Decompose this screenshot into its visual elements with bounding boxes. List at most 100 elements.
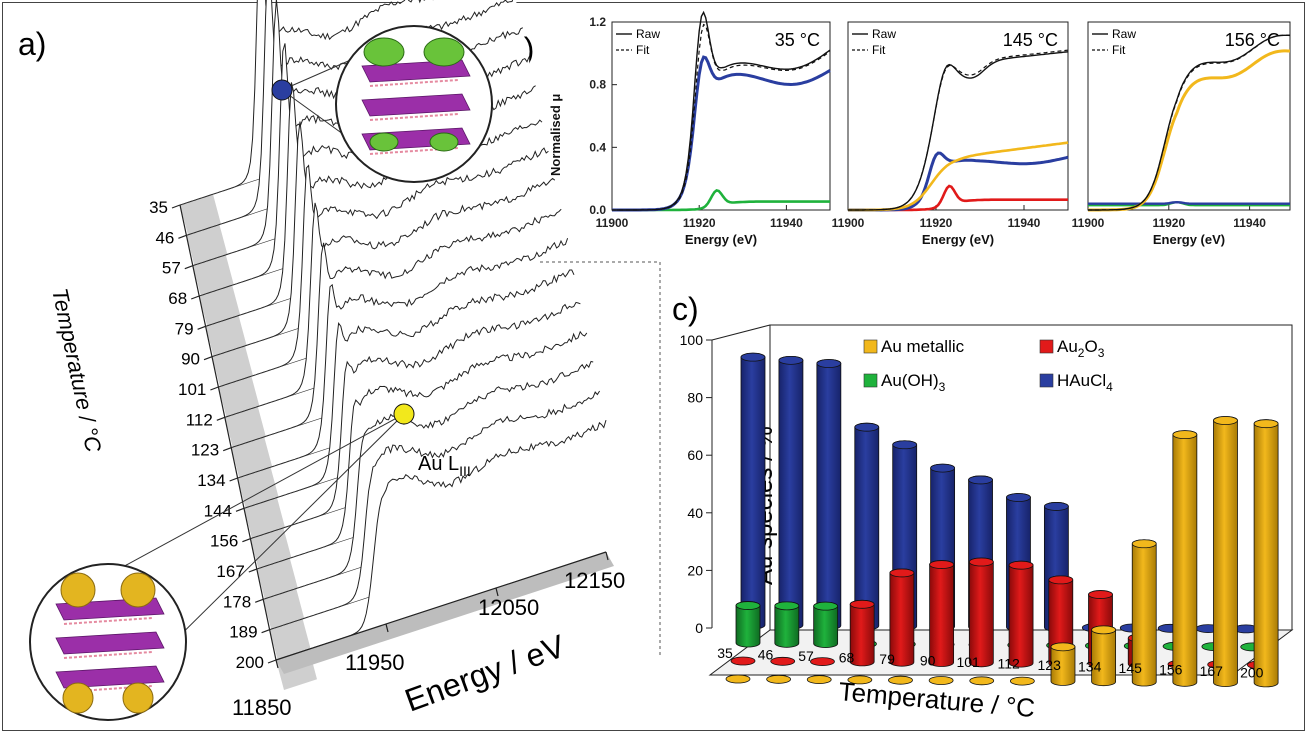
x-tick-label: 11920 [683, 216, 716, 230]
bar-au2o3-35 [730, 656, 756, 666]
category-label: 90 [920, 653, 936, 669]
bar-au2o3-46 [770, 656, 796, 666]
category-label: 112 [997, 656, 1020, 672]
temperature-tick-label: 156 [210, 532, 238, 551]
waterfall-base-face [269, 618, 311, 660]
bar-cylinder-body [740, 352, 766, 630]
x-tick-label: 11900 [596, 216, 629, 230]
yellow-marker-dot [393, 403, 415, 425]
legend-swatch [863, 373, 878, 388]
fit-spectrum [612, 23, 831, 211]
temperature-tick [210, 386, 219, 391]
bar-cylinder-body [854, 422, 880, 631]
energy-tick [385, 623, 389, 633]
y-tick-label: 0.0 [589, 203, 606, 217]
legend-label-sub: 2 [1078, 346, 1085, 360]
panel-c-bars: 020406080100Au species / %35465768799010… [680, 324, 1294, 723]
bar-zero-disc [810, 657, 835, 666]
bar-haucl4-35 [740, 352, 766, 630]
category-label: 145 [1119, 660, 1143, 676]
temperature-tick [197, 325, 206, 330]
bar-aumetallic-79 [888, 675, 913, 685]
legend-label-tail: O [1084, 337, 1097, 356]
bar-zero-disc [725, 674, 751, 684]
bar-zero-disc [730, 656, 756, 666]
bar-cylinder-top [1008, 560, 1034, 570]
legend-raw-label: Raw [872, 27, 896, 41]
waterfall-base-face [244, 497, 285, 539]
legend-label-sub: 4 [1106, 380, 1113, 394]
bar-cylinder-top [1050, 642, 1076, 652]
bar-cylinder-top [930, 463, 956, 473]
bar-zero-disc [847, 675, 873, 685]
waterfall-base-face [180, 194, 221, 235]
panel-label-a: a) [18, 26, 46, 62]
bar-haucl4-46 [778, 355, 804, 630]
waterfall-base-face [263, 588, 305, 630]
cluster [429, 132, 459, 152]
bar-aumetallic-35 [725, 674, 751, 684]
panel-b-xanes: 11900 11920 11940 Energy (eV) 35 °C Raw Fit 119… [548, 10, 1291, 247]
bar-cylinder-top [849, 599, 875, 609]
bar-aumetallic-101 [969, 676, 995, 686]
bar-cylinder-body [1091, 625, 1117, 687]
category-label: 46 [758, 647, 774, 663]
bar-cylinder-top [1006, 493, 1031, 502]
bar-zero-disc [888, 675, 913, 685]
temperature-tick [216, 416, 226, 421]
waterfall-base-face [224, 406, 266, 448]
temperature-tick-label: 79 [175, 319, 194, 338]
bar-cylinder-top [1131, 539, 1157, 549]
category-label: 156 [1159, 662, 1183, 678]
bar-cylinder-top [968, 557, 994, 567]
legend-label: HAuCl4 [1057, 371, 1113, 394]
x-tick-label: 11920 [1152, 216, 1185, 230]
energy-tick [605, 551, 609, 561]
temperature-axis-label: Temperature / °C [47, 286, 106, 455]
y-tick-label: 0 [695, 620, 703, 636]
y-tick-label: 60 [687, 447, 703, 463]
category-label: 167 [1200, 663, 1224, 679]
bar-cylinder-body [1253, 419, 1279, 688]
component-auoh3 [1088, 201, 1290, 207]
bar-haucl4-57 [816, 359, 842, 630]
xanes-temp-title: 156 °C [1225, 30, 1280, 50]
blue-marker-dot [271, 79, 293, 101]
bar-zero-disc [806, 675, 832, 684]
x-tick-label: 11940 [1233, 216, 1266, 230]
bar-au2o3-112 [1008, 560, 1034, 668]
temperature-tick [254, 598, 264, 603]
bar-cylinder-top [740, 352, 766, 362]
waterfall-fill [276, 420, 606, 660]
temperature-tick-label: 35 [149, 198, 168, 217]
waterfall-base-face [212, 345, 253, 387]
temperature-tick [248, 568, 258, 573]
bar-zero-disc [1009, 676, 1035, 686]
category-label: 79 [879, 651, 895, 667]
bar-zero-disc [928, 676, 954, 685]
temperature-tick-label: 144 [204, 501, 232, 520]
temperature-tick-label: 178 [223, 592, 251, 611]
cluster [369, 132, 399, 152]
xanes-plot-frame [847, 21, 1069, 211]
temperature-tick-label: 167 [216, 562, 244, 581]
bar-cylinder-body [1008, 560, 1034, 668]
y-tick-label: 80 [687, 390, 703, 406]
bar-cylinder-top [929, 560, 955, 569]
category-label: 68 [839, 650, 855, 666]
bar-cylinder-top [1253, 419, 1279, 429]
gold-particle [62, 682, 94, 714]
x-tick-label: 11900 [1072, 216, 1105, 230]
xanes-plot-frame [1087, 21, 1291, 211]
component-haucl4 [1088, 200, 1290, 205]
bar-aumetallic-134 [1091, 625, 1117, 687]
energy-tick [495, 587, 499, 597]
xanes-temp-title: 145 °C [1003, 30, 1058, 50]
legend-label-main: Au(OH) [881, 371, 939, 390]
waterfall-base-face [218, 376, 260, 417]
x-tick-label: 11900 [832, 216, 865, 230]
temperature-tick [203, 356, 213, 361]
waterfall-base-face [250, 527, 292, 569]
waterfall-base-face [231, 436, 273, 478]
